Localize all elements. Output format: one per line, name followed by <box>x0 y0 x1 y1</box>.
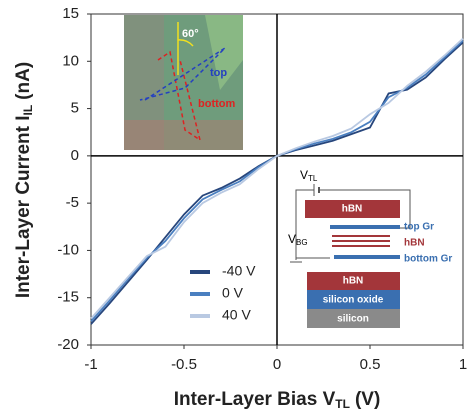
top-gr-label: top Gr <box>404 222 434 233</box>
vbg-main: V <box>288 232 296 246</box>
silicon-layer <box>307 309 400 328</box>
wire <box>295 189 314 260</box>
vbg-sub: BG <box>296 238 308 247</box>
plot-area: -20 -15 -10 -5 0 5 10 15 -1 -0.5 0 0.5 1 -40 V 0 V 40 V <box>57 5 467 373</box>
vtl-main: V <box>300 168 308 182</box>
bottom-gr-label: bottom Gr <box>404 254 452 265</box>
series-line <box>90 37 464 320</box>
x-axis-label: Inter-Layer Bias VTL (V) <box>174 389 381 411</box>
y-tick-label: 0 <box>71 147 79 164</box>
silicon-label: silicon <box>337 314 369 325</box>
angle-label: 60° <box>182 28 199 40</box>
inset-photo: 60° top bottom <box>124 15 243 150</box>
angle-arc <box>177 39 194 47</box>
oxide-label: silicon oxide <box>323 295 384 306</box>
hbn-mid-layer <box>332 235 390 237</box>
x-label-unit: (V) <box>355 389 380 410</box>
hbn-layer <box>307 272 400 290</box>
y-tick-label: -20 <box>57 336 79 353</box>
legend-label: 40 V <box>222 307 251 323</box>
hbn-label: hBN <box>343 276 364 287</box>
hbn-mid-layer <box>332 245 390 247</box>
y-tick-label: -5 <box>66 194 79 211</box>
bottom-gr-layer <box>334 255 400 259</box>
device-schematic: VTL VBG hBN top Gr hBN bottom Gr hBN sil… <box>285 162 460 337</box>
oxide-layer <box>307 290 400 309</box>
x-label-main: Inter-Layer Bias V <box>174 389 336 410</box>
y-tick-label: 10 <box>62 52 79 69</box>
top-label: top <box>210 67 227 79</box>
top-outline <box>139 47 226 101</box>
vbg-label: VBG <box>288 232 308 247</box>
y-tick-label: 5 <box>71 100 79 117</box>
legend-label: -40 V <box>222 263 256 279</box>
y-axis-label: Inter-Layer Current IIL (nA) <box>13 62 35 298</box>
x-tick-label: -1 <box>84 356 97 373</box>
x-tick-label: 0.5 <box>360 356 381 373</box>
y-tick-label: 15 <box>62 5 79 22</box>
legend-label: 0 V <box>222 285 244 301</box>
y-tick-label: -10 <box>57 241 79 258</box>
y-label-unit: (nA) <box>13 62 34 100</box>
hbn-mid-layer <box>332 240 390 242</box>
y-label-main: Inter-Layer Current I <box>13 116 34 299</box>
vtl-sub: TL <box>308 174 318 183</box>
y-tick-label: -15 <box>57 289 79 306</box>
hbn-mid-label: hBN <box>404 238 425 249</box>
bottom-outline <box>157 50 202 142</box>
x-tick-label: -0.5 <box>171 356 197 373</box>
y-label-sub: IL <box>21 105 35 116</box>
top-gr-layer <box>330 225 400 229</box>
hbn-layer <box>305 200 400 218</box>
x-tick-label: 1 <box>459 356 467 373</box>
wire <box>319 189 411 229</box>
photo-flake <box>205 15 243 90</box>
x-label-sub: TL <box>335 397 350 411</box>
hbn-label: hBN <box>342 204 363 215</box>
photo-shade <box>124 120 243 150</box>
x-tick-label: 0 <box>273 356 281 373</box>
vtl-label: VTL <box>300 168 318 183</box>
bottom-label: bottom <box>198 98 235 110</box>
